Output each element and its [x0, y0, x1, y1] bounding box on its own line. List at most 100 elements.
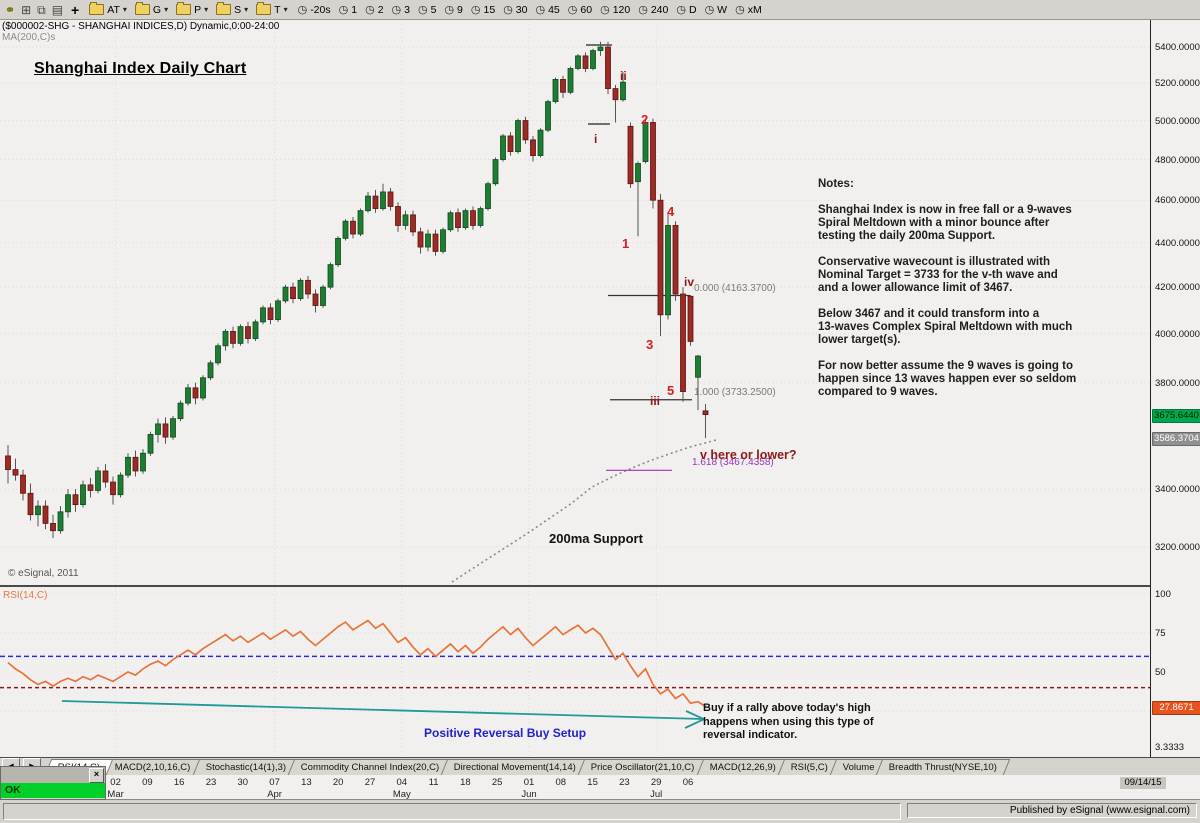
wave-label-i: i: [594, 132, 598, 146]
month-label: Jul: [650, 789, 663, 800]
tab-priceoscillator2110c[interactable]: Price Oscillator(21,10,C): [578, 759, 709, 775]
plus-icon[interactable]: +: [71, 1, 80, 18]
interval-5-button[interactable]: ◷ 5: [414, 3, 440, 17]
interval-label: 60: [580, 3, 593, 16]
tab-macd12269[interactable]: MACD(12,26,9): [696, 759, 790, 775]
month-label: Apr: [267, 789, 282, 800]
clock-icon: ◷: [676, 4, 686, 16]
mini-window-titlebar[interactable]: ×: [1, 767, 105, 783]
page-properties-icon[interactable]: ▤: [51, 2, 64, 17]
folder-s-menu[interactable]: S ▾: [212, 2, 252, 16]
tab-label: Commodity Channel Index(20,C): [300, 762, 440, 773]
date-tick: 23: [205, 777, 217, 788]
date-tick: 29 Jul: [643, 777, 669, 800]
price-tick-label: 4000.0000: [1155, 328, 1200, 340]
clock-icon: ◷: [297, 4, 308, 16]
interval-label: xM: [747, 3, 762, 16]
price-tick-label: 5000.0000: [1155, 115, 1200, 127]
copyright-note: © eSignal, 2011: [8, 568, 79, 579]
notes-body: Shanghai Index is now in free fall or a …: [818, 204, 1077, 398]
tab-directionalmovement1414[interactable]: Directional Movement(14,14): [441, 759, 590, 775]
interval-60-button[interactable]: ◷ 60: [564, 3, 596, 17]
publisher-note: Published by eSignal (www.esignal.com): [907, 803, 1197, 818]
interval-240-button[interactable]: ◷ 240: [634, 3, 672, 17]
interval-45-button[interactable]: ◷ 45: [531, 3, 563, 17]
interval-30-button[interactable]: ◷ 30: [499, 3, 531, 17]
month-label: Mar: [107, 789, 124, 800]
fib-level-label: 0.000 (4163.3700): [694, 282, 776, 294]
fib-level-label: 1.618 (3467.4358): [692, 457, 774, 469]
tab-label: RSI(5,C): [790, 762, 828, 773]
wave-label-5: 5: [667, 383, 675, 398]
rsi-bottom-label: 3.3333: [1155, 742, 1185, 753]
clock-icon: ◷: [535, 4, 546, 16]
rsi-tick-label: 50: [1155, 667, 1166, 678]
date-tick: 15: [587, 777, 598, 788]
date-tick: 25: [491, 777, 503, 788]
month-label: Jun: [521, 789, 537, 800]
wave-label-1: 1: [622, 236, 630, 251]
main-toolbar: ⚭ ⊞ ⧉ ▤ + AT ▾ G ▾ P ▾ S ▾ T ▾ ◷ -20s ◷ 1 ◷ 2 ◷ 3 ◷ 5 ◷ 9 ◷ 15…: [0, 0, 1200, 20]
tab-commoditychannelindex20c[interactable]: Commodity Channel Index(20,C): [287, 759, 453, 775]
interval-label: 15: [483, 3, 496, 16]
interval-label: 45: [548, 3, 560, 16]
wave-label-2: 2: [641, 112, 649, 127]
interval-xm-button[interactable]: ◷ xM: [731, 3, 766, 17]
wave-label-3: 3: [646, 337, 654, 352]
interval-1-button[interactable]: ◷ 1: [335, 3, 361, 17]
interval-9-button[interactable]: ◷ 9: [440, 3, 466, 17]
wave-label-iii: iii: [650, 394, 661, 408]
interval-label: 120: [612, 3, 631, 16]
link-icon[interactable]: ⚭: [5, 2, 16, 17]
date-tick: 20: [332, 777, 344, 788]
clock-icon: ◷: [391, 4, 402, 16]
duplicate-page-icon[interactable]: ⧉: [37, 2, 46, 17]
rsi-indicator-chart[interactable]: [0, 587, 1150, 757]
interval-15-button[interactable]: ◷ 15: [467, 3, 499, 17]
candlestick-chart[interactable]: [0, 20, 1150, 586]
indicator-tabs-bar: ◀ ▶ RSI(14,C)MACD(2,10,16,C)Stochastic(1…: [0, 757, 1200, 775]
interval-2-button[interactable]: ◷ 2: [361, 3, 387, 17]
tab-stochastic1413[interactable]: Stochastic(14(1),3): [192, 759, 300, 775]
folder-t-menu[interactable]: T ▾: [252, 2, 291, 16]
folder-icon: [256, 2, 272, 15]
date-axis[interactable]: 091602Mar0916233007Apr13202704May1118250…: [0, 775, 1200, 800]
fib-level-label: 1.000 (3733.2500): [694, 386, 776, 398]
interval-3-button[interactable]: ◷ 3: [388, 3, 414, 17]
new-page-icon[interactable]: ⊞: [21, 2, 32, 17]
tab-breadththrustnyse10[interactable]: Breadth Thrust(NYSE,10): [876, 759, 1011, 775]
interval-label: 2: [377, 3, 384, 16]
close-icon[interactable]: ×: [89, 767, 104, 783]
folder-at-menu[interactable]: AT ▾: [85, 2, 131, 16]
month-label: May: [392, 789, 411, 800]
interval-d-button[interactable]: ◷ D: [672, 3, 700, 17]
wave-label-4: 4: [667, 204, 675, 219]
interval-120-button[interactable]: ◷ 120: [596, 3, 634, 17]
interval-label: 5: [430, 3, 437, 16]
interval-w-button[interactable]: ◷ W: [701, 3, 732, 17]
folder-g-menu[interactable]: G ▾: [131, 2, 172, 16]
clock-icon: ◷: [567, 4, 578, 16]
clock-icon: ◷: [365, 4, 375, 16]
pane-divider[interactable]: [0, 585, 1200, 587]
interval-label: 3: [404, 3, 410, 16]
current-date-badge: 09/14/15: [1120, 777, 1166, 789]
date-tick: 02 Mar: [103, 777, 129, 800]
folder-icon: [216, 2, 232, 15]
ma-support-annotation: 200ma Support: [549, 531, 643, 546]
tab-macd21016c[interactable]: MACD(2,10,16,C): [102, 759, 204, 775]
interval-20s-button[interactable]: ◷ -20s: [294, 3, 335, 17]
price-axis[interactable]: 5400.0000 5200.0000 5000.0000 4800.0000 4600…: [1150, 20, 1200, 757]
date-tick: 13: [301, 777, 312, 788]
status-panel-left: [3, 803, 901, 820]
date-tick: 16: [173, 777, 185, 788]
folder-menu-label: S: [234, 3, 242, 16]
date-tick: 27: [364, 777, 376, 788]
notes-heading: Notes:: [818, 178, 854, 190]
folder-p-menu[interactable]: P ▾: [172, 2, 212, 16]
tab-label: Directional Movement(14,14): [454, 762, 577, 773]
clock-icon: ◷: [470, 4, 481, 16]
wave-label-iv: iv: [684, 275, 695, 289]
date-tick: 30: [237, 777, 249, 788]
